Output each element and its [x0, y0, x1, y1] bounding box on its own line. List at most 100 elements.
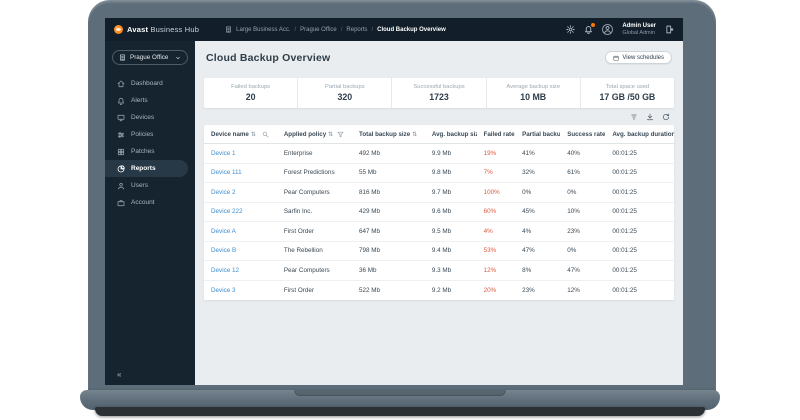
- column-header-partial-backup-rate[interactable]: Partial backup rate⇅: [515, 131, 560, 138]
- breadcrumb-item[interactable]: Large Business Acc.: [236, 26, 291, 33]
- sidebar-item-dashboard[interactable]: Dashboard: [105, 75, 188, 92]
- app-body: Prague Office Dashboard Alerts Devices Poli…: [105, 41, 683, 385]
- table-cell: 60%: [483, 208, 497, 216]
- calendar-icon: [613, 54, 619, 61]
- stat-label: Successful backups: [413, 84, 465, 90]
- table-cell: 0%: [567, 247, 577, 255]
- brand-text: Avast Business Hub: [127, 25, 200, 34]
- table-cell: 00:01:25: [612, 247, 637, 255]
- building-icon: [119, 54, 126, 61]
- table-cell: 23%: [567, 227, 580, 235]
- sidebar-item-policies[interactable]: Policies: [105, 126, 188, 143]
- column-header-failed-rate[interactable]: Failed rate⇅: [477, 131, 516, 138]
- table-toolbar: [195, 108, 683, 125]
- table-cell: First Order: [283, 227, 314, 235]
- table-cell: 9.8 Mb: [431, 169, 452, 177]
- user-name: Admin User: [622, 22, 656, 29]
- sort-icon[interactable]: ⇅: [250, 130, 256, 138]
- table-cell: 9.6 Mb: [431, 208, 452, 216]
- sidebar-item-patches[interactable]: Patches: [105, 143, 188, 160]
- device-link[interactable]: Device 3: [211, 286, 236, 294]
- breadcrumb: Large Business Acc. / Prague Office / Report…: [225, 26, 446, 33]
- logout-icon[interactable]: [665, 25, 674, 34]
- table-cell: 522 Mb: [359, 286, 381, 294]
- table-cell: 61%: [567, 169, 580, 177]
- sort-icon[interactable]: ⇅: [328, 130, 334, 138]
- refresh-icon[interactable]: [662, 113, 670, 121]
- column-header-success-rate[interactable]: Success rate⇅: [560, 131, 605, 138]
- table-cell: 9.9 Mb: [431, 149, 452, 157]
- user-role: Global Admin: [622, 29, 656, 36]
- table-cell: 0%: [567, 188, 577, 196]
- avatar[interactable]: [602, 23, 614, 35]
- table-row: Device 1 Enterprise 492 Mb 9.9 Mb 19% 41% 40% 0…: [204, 144, 674, 164]
- column-label: Applied policy: [283, 130, 327, 138]
- app-screen: Avast Business Hub Large Business Acc. / P…: [105, 18, 683, 385]
- breadcrumb-separator: /: [371, 26, 374, 33]
- sidebar-item-reports[interactable]: Reports: [105, 160, 188, 177]
- table-cell: 19%: [483, 149, 497, 157]
- sidebar-item-label: Patches: [131, 148, 155, 155]
- download-icon[interactable]: [646, 113, 654, 121]
- site-selector[interactable]: Prague Office: [112, 50, 188, 65]
- device-link[interactable]: Device 2: [211, 188, 236, 196]
- sidebar-item-label: Policies: [131, 131, 154, 138]
- funnel-icon[interactable]: [337, 131, 344, 138]
- device-link[interactable]: Device B: [211, 247, 237, 255]
- sidebar-item-label: Account: [131, 199, 155, 206]
- device-link[interactable]: Device 12: [211, 266, 240, 274]
- table-cell: 36 Mb: [359, 266, 377, 274]
- device-link[interactable]: Device 1: [211, 149, 236, 157]
- column-header-total-backup-size[interactable]: Total backup size ⇅: [352, 131, 425, 138]
- table-row: Device A First Order 647 Mb 9.5 Mb 4% 4% 23% 00…: [204, 222, 674, 242]
- device-link[interactable]: Device 222: [211, 208, 243, 216]
- table-cell: 00:01:25: [612, 169, 637, 177]
- column-header-avg-backup-size[interactable]: Avg. backup size⇅: [425, 131, 477, 138]
- filter-icon[interactable]: [630, 113, 638, 121]
- table-cell: Sarfin Inc.: [283, 208, 313, 216]
- column-header-applied-policy[interactable]: Applied policy ⇅: [277, 131, 352, 138]
- table-cell: 7%: [483, 169, 493, 177]
- topbar-actions: Admin User Global Admin: [566, 23, 674, 36]
- table-cell: First Order: [283, 286, 314, 294]
- laptop-base-notch: [294, 390, 506, 396]
- sidebar-collapse-button[interactable]: «: [117, 370, 122, 379]
- column-label: Failed rate: [483, 130, 515, 138]
- gear-icon[interactable]: [566, 25, 576, 34]
- device-link[interactable]: Device 111: [211, 169, 242, 177]
- sidebar-item-account[interactable]: Account: [105, 194, 188, 211]
- column-header-avg-backup-duration[interactable]: Avg. backup duration⇅: [605, 131, 674, 138]
- sidebar-item-devices[interactable]: Devices: [105, 109, 188, 126]
- table-row: Device 2 Pear Computers 816 Mb 9.7 Mb 100% 0%…: [204, 183, 674, 203]
- notifications-bell-icon[interactable]: [584, 22, 596, 34]
- table-cell: 9.4 Mb: [431, 247, 452, 255]
- breadcrumb-item[interactable]: Cloud Backup Overview: [377, 26, 446, 33]
- search-icon[interactable]: [262, 131, 269, 138]
- breadcrumb-item[interactable]: Prague Office: [300, 26, 337, 33]
- avast-logo-icon: [114, 25, 123, 34]
- table-cell: Enterprise: [283, 149, 313, 157]
- user-block[interactable]: Admin User Global Admin: [622, 23, 656, 36]
- view-schedules-button[interactable]: View schedules: [605, 51, 672, 64]
- table-cell: 00:01:25: [612, 208, 637, 216]
- stat-value: 1723: [429, 92, 449, 102]
- stat-average-backup-size: Average backup size 10 MB: [487, 78, 581, 108]
- home-icon: [117, 80, 125, 88]
- sidebar-item-alerts[interactable]: Alerts: [105, 92, 188, 109]
- briefcase-icon: [117, 199, 125, 207]
- bell-icon: [117, 97, 125, 105]
- page-title: Cloud Backup Overview: [206, 51, 331, 64]
- table-row: Device 222 Sarfin Inc. 429 Mb 9.6 Mb 60% 45% 1…: [204, 203, 674, 222]
- sidebar-item-users[interactable]: Users: [105, 177, 188, 194]
- device-link[interactable]: Device A: [211, 227, 236, 235]
- stat-label: Partial backups: [324, 84, 365, 90]
- stat-value: 20: [245, 92, 256, 102]
- table-cell: 816 Mb: [359, 188, 381, 196]
- sort-icon[interactable]: ⇅: [412, 130, 418, 138]
- brand[interactable]: Avast Business Hub: [114, 25, 199, 34]
- breadcrumb-item[interactable]: Reports: [346, 26, 368, 33]
- org-building-icon: [225, 26, 232, 33]
- column-header-device-name[interactable]: Device name ⇅: [204, 131, 277, 138]
- table-cell: 9.5 Mb: [431, 227, 452, 235]
